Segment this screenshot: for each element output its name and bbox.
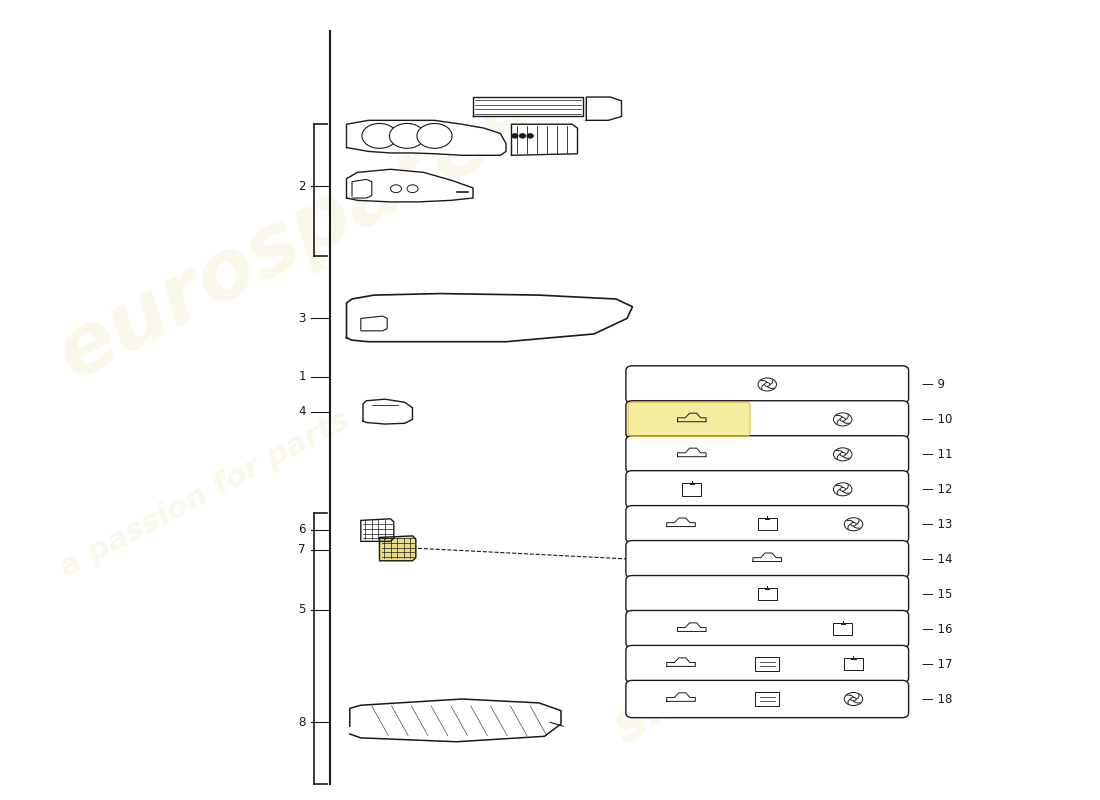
Text: — 17: — 17 [922, 658, 953, 670]
Circle shape [512, 134, 518, 138]
FancyBboxPatch shape [626, 366, 909, 403]
FancyBboxPatch shape [626, 610, 909, 648]
Text: eurospares: eurospares [44, 77, 548, 396]
Text: 8: 8 [298, 716, 306, 729]
Text: — 14: — 14 [922, 553, 953, 566]
Polygon shape [352, 179, 372, 198]
Text: a passion for parts: a passion for parts [55, 405, 354, 582]
Polygon shape [361, 316, 387, 331]
FancyBboxPatch shape [626, 541, 909, 578]
Text: 4: 4 [298, 405, 306, 418]
Text: 6: 6 [298, 523, 306, 536]
Text: — 10: — 10 [922, 413, 953, 426]
Text: — 12: — 12 [922, 483, 953, 496]
Polygon shape [346, 120, 506, 155]
Polygon shape [346, 170, 473, 202]
FancyBboxPatch shape [834, 623, 852, 635]
Text: 1: 1 [298, 370, 306, 383]
Text: — 16: — 16 [922, 622, 953, 636]
Polygon shape [379, 536, 416, 561]
Circle shape [519, 134, 526, 138]
FancyBboxPatch shape [628, 402, 750, 437]
Circle shape [390, 185, 402, 193]
Polygon shape [512, 124, 578, 155]
FancyBboxPatch shape [626, 470, 909, 508]
Polygon shape [350, 699, 561, 742]
Text: 5: 5 [298, 603, 306, 616]
FancyBboxPatch shape [626, 575, 909, 613]
Polygon shape [361, 519, 394, 542]
Circle shape [362, 123, 397, 148]
Polygon shape [473, 97, 583, 117]
Text: — 15: — 15 [922, 588, 953, 601]
FancyBboxPatch shape [626, 646, 909, 682]
Circle shape [527, 134, 534, 138]
Text: 3: 3 [298, 312, 306, 325]
FancyBboxPatch shape [626, 436, 909, 473]
Circle shape [407, 185, 418, 193]
Text: — 13: — 13 [922, 518, 953, 530]
Polygon shape [586, 97, 622, 120]
Circle shape [417, 123, 452, 148]
Circle shape [389, 123, 425, 148]
FancyBboxPatch shape [626, 680, 909, 718]
Text: since 1985: since 1985 [605, 558, 912, 754]
Polygon shape [346, 294, 632, 342]
FancyBboxPatch shape [682, 483, 701, 495]
Text: — 11: — 11 [922, 448, 953, 461]
Polygon shape [363, 399, 412, 424]
Text: — 18: — 18 [922, 693, 953, 706]
FancyBboxPatch shape [758, 518, 777, 530]
FancyBboxPatch shape [755, 658, 779, 670]
FancyBboxPatch shape [626, 401, 909, 438]
FancyBboxPatch shape [844, 658, 862, 670]
FancyBboxPatch shape [626, 506, 909, 543]
Text: — 9: — 9 [922, 378, 945, 391]
FancyBboxPatch shape [758, 588, 777, 600]
Text: 7: 7 [298, 543, 306, 556]
FancyBboxPatch shape [755, 692, 779, 706]
Text: 2: 2 [298, 180, 306, 193]
